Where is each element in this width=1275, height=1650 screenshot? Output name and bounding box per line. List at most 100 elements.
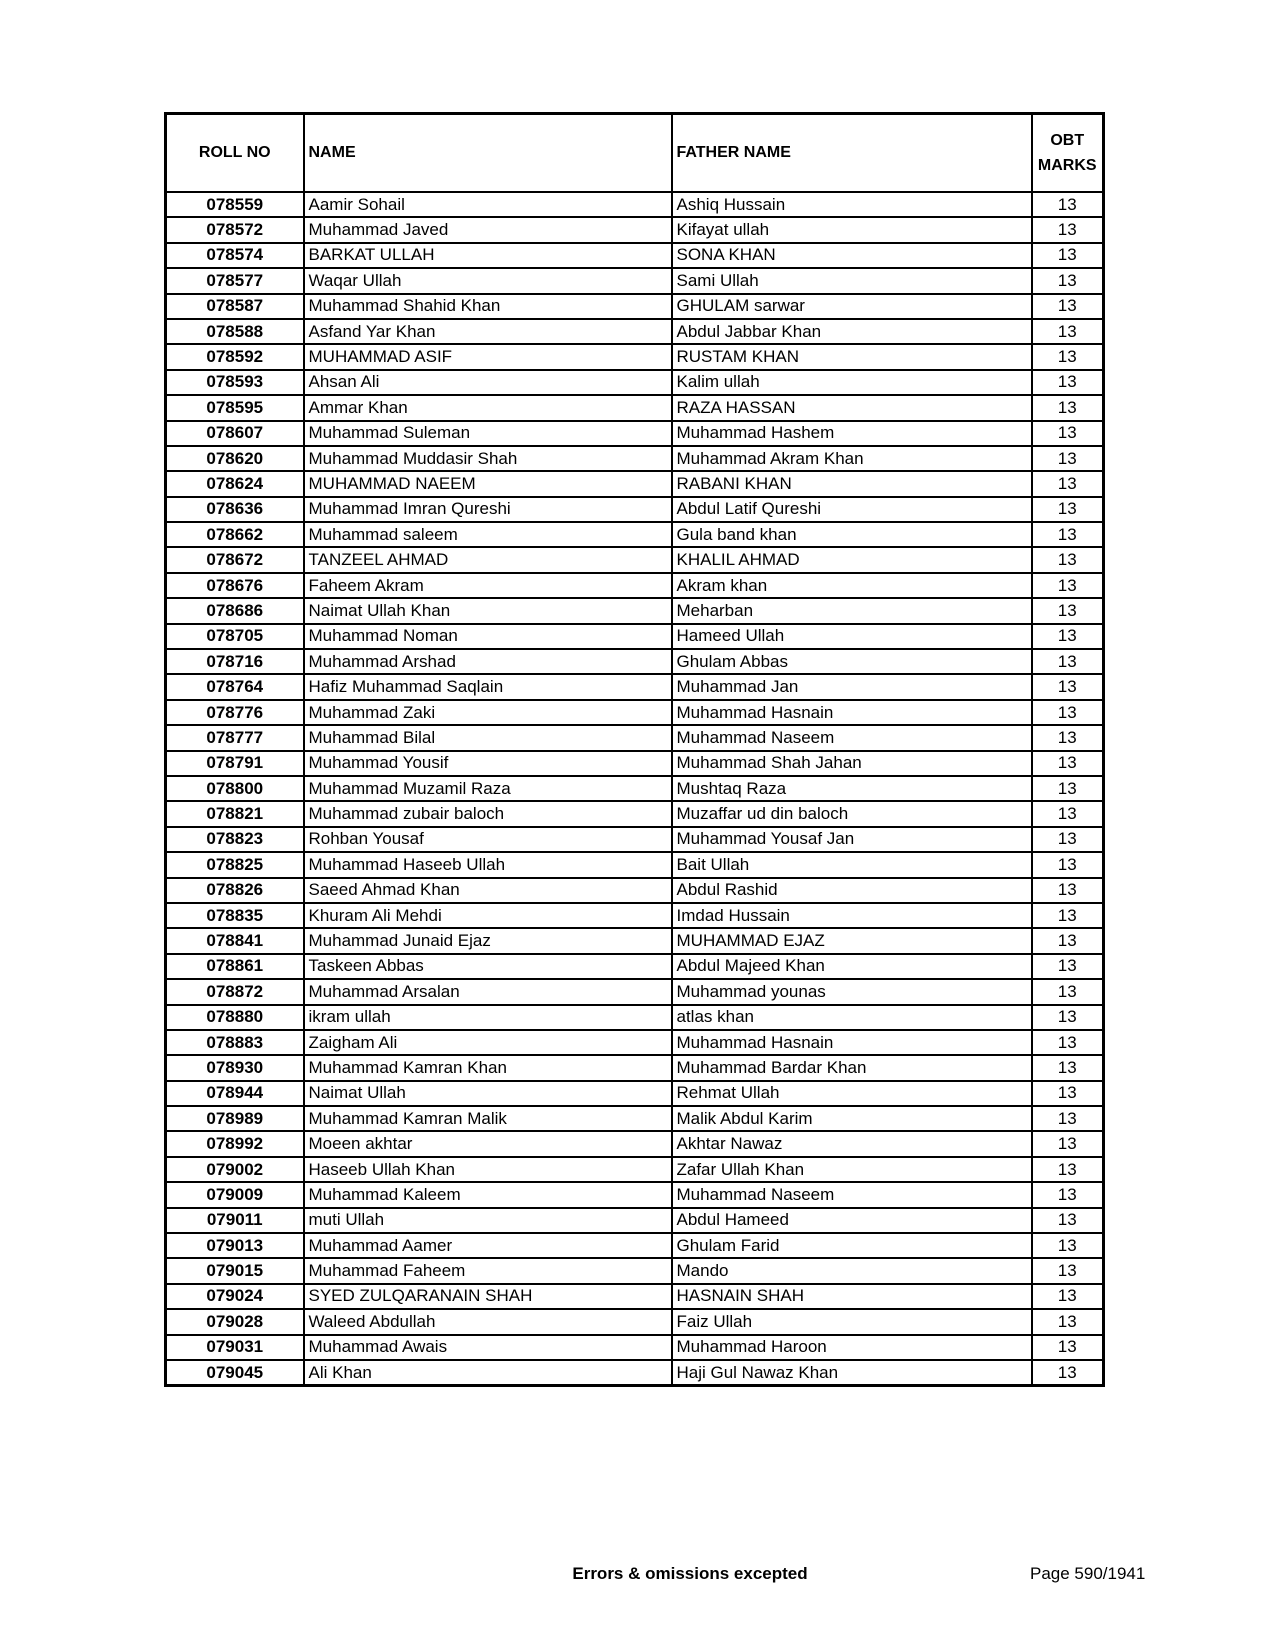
roll-no-cell: 079028 bbox=[164, 1308, 305, 1336]
table-row: 079011 muti Ullah Abdul Hameed 13 bbox=[164, 1206, 1105, 1235]
roll-no-cell: 078944 bbox=[164, 1079, 305, 1108]
roll-no-cell: 078593 bbox=[164, 368, 305, 397]
table-row: 078776 Muhammad Zaki Muhammad Hasnain 13 bbox=[164, 698, 1105, 727]
name-cell: Ammar Khan bbox=[302, 394, 673, 422]
name-cell: Saeed Ahmad Khan bbox=[302, 876, 673, 904]
marks-cell: 13 bbox=[1030, 876, 1105, 904]
name-cell: Naimat Ullah Khan bbox=[302, 597, 673, 625]
name-cell: Muhammad Muzamil Raza bbox=[302, 774, 673, 803]
name-cell: Haseeb Ullah Khan bbox=[302, 1155, 673, 1184]
father-name-cell: Muhammad Naseem bbox=[670, 1181, 1033, 1209]
name-cell: Asfand Yar Khan bbox=[302, 317, 673, 346]
table-row: 078944 Naimat Ullah Rehmat Ullah 13 bbox=[164, 1079, 1105, 1108]
father-name-cell: Faiz Ullah bbox=[670, 1308, 1033, 1336]
table-row: 078716 Muhammad Arshad Ghulam Abbas 13 bbox=[164, 648, 1105, 676]
marks-cell: 13 bbox=[1030, 394, 1105, 422]
father-name-cell: Rehmat Ullah bbox=[670, 1079, 1033, 1108]
roll-no-cell: 078595 bbox=[164, 394, 305, 422]
roll-no-cell: 078587 bbox=[164, 292, 305, 320]
table-row: 078930 Muhammad Kamran Khan Muhammad Barda… bbox=[164, 1054, 1105, 1082]
roll-no-cell: 078764 bbox=[164, 673, 305, 701]
marks-cell: 13 bbox=[1030, 673, 1105, 701]
father-name-cell: Muhammad Naseem bbox=[670, 724, 1033, 752]
table-row: 078826 Saeed Ahmad Khan Abdul Rashid 13 bbox=[164, 876, 1105, 904]
roll-no-cell: 078705 bbox=[164, 622, 305, 651]
header-father-name: FATHER NAME bbox=[670, 112, 1033, 193]
roll-no-cell: 079045 bbox=[164, 1358, 305, 1387]
roll-no-cell: 078989 bbox=[164, 1105, 305, 1133]
name-cell: Muhammad Yousif bbox=[302, 749, 673, 777]
father-name-cell: Mushtaq Raza bbox=[670, 774, 1033, 803]
name-cell: Muhammad Kaleem bbox=[302, 1181, 673, 1209]
roll-no-cell: 078841 bbox=[164, 927, 305, 955]
table-row: 078572 Muhammad Javed Kifayat ullah 13 bbox=[164, 216, 1105, 244]
roll-no-cell: 079031 bbox=[164, 1333, 305, 1361]
table-row: 078577 Waqar Ullah Sami Ullah 13 bbox=[164, 267, 1105, 295]
marks-cell: 13 bbox=[1030, 597, 1105, 625]
table-row: 079024 SYED ZULQARANAIN SHAH HASNAIN SHAH 1… bbox=[164, 1282, 1105, 1311]
header-obt-marks: OBT MARKS bbox=[1030, 112, 1105, 193]
marks-cell: 13 bbox=[1030, 978, 1105, 1006]
father-name-cell: Muhammad Hashem bbox=[670, 419, 1033, 447]
name-cell: Muhammad saleem bbox=[302, 521, 673, 549]
father-name-cell: Muhammad Yousaf Jan bbox=[670, 825, 1033, 854]
name-cell: Zaigham Ali bbox=[302, 1028, 673, 1057]
father-name-cell: Muhammad Haroon bbox=[670, 1333, 1033, 1361]
roll-no-cell: 078821 bbox=[164, 800, 305, 828]
marks-cell: 13 bbox=[1030, 1003, 1105, 1031]
father-name-cell: Bait Ullah bbox=[670, 851, 1033, 879]
name-cell: Naimat Ullah bbox=[302, 1079, 673, 1108]
table-row: 078835 Khuram Ali Mehdi Imdad Hussain 13 bbox=[164, 901, 1105, 930]
table-row: 078592 MUHAMMAD ASIF RUSTAM KHAN 13 bbox=[164, 343, 1105, 371]
roll-no-cell: 078883 bbox=[164, 1028, 305, 1057]
name-cell: Muhammad Arshad bbox=[302, 648, 673, 676]
name-cell: BARKAT ULLAH bbox=[302, 241, 673, 270]
table-body: 078559 Aamir Sohail Ashiq Hussain 13 078572 M… bbox=[164, 190, 1105, 1387]
marks-cell: 13 bbox=[1030, 216, 1105, 244]
father-name-cell: HASNAIN SHAH bbox=[670, 1282, 1033, 1311]
marks-cell: 13 bbox=[1030, 1257, 1105, 1285]
table-row: 078872 Muhammad Arsalan Muhammad younas 13 bbox=[164, 978, 1105, 1006]
father-name-cell: Muhammad Hasnain bbox=[670, 698, 1033, 727]
table-row: 078624 MUHAMMAD NAEEM RABANI KHAN 13 bbox=[164, 470, 1105, 498]
table-row: 078800 Muhammad Muzamil Raza Mushtaq Raza 1… bbox=[164, 774, 1105, 803]
marks-cell: 13 bbox=[1030, 1206, 1105, 1235]
table-row: 078883 Zaigham Ali Muhammad Hasnain 13 bbox=[164, 1028, 1105, 1057]
name-cell: Aamir Sohail bbox=[302, 190, 673, 219]
marks-cell: 13 bbox=[1030, 1308, 1105, 1336]
father-name-cell: Ashiq Hussain bbox=[670, 190, 1033, 219]
table-row: 079028 Waleed Abdullah Faiz Ullah 13 bbox=[164, 1308, 1105, 1336]
roll-no-cell: 078880 bbox=[164, 1003, 305, 1031]
table-row: 079045 Ali Khan Haji Gul Nawaz Khan 13 bbox=[164, 1358, 1105, 1387]
roll-no-cell: 078791 bbox=[164, 749, 305, 777]
marks-cell: 13 bbox=[1030, 800, 1105, 828]
father-name-cell: Abdul Jabbar Khan bbox=[670, 317, 1033, 346]
table-row: 079013 Muhammad Aamer Ghulam Farid 13 bbox=[164, 1232, 1105, 1260]
marks-cell: 13 bbox=[1030, 1130, 1105, 1158]
roll-no-cell: 078872 bbox=[164, 978, 305, 1006]
marks-cell: 13 bbox=[1030, 571, 1105, 600]
table-row: 078636 Muhammad Imran Qureshi Abdul Latif … bbox=[164, 495, 1105, 524]
roll-no-cell: 079015 bbox=[164, 1257, 305, 1285]
roll-no-cell: 078776 bbox=[164, 698, 305, 727]
marks-cell: 13 bbox=[1030, 1155, 1105, 1184]
table-row: 078777 Muhammad Bilal Muhammad Naseem 13 bbox=[164, 724, 1105, 752]
table-row: 078676 Faheem Akram Akram khan 13 bbox=[164, 571, 1105, 600]
marks-cell: 13 bbox=[1030, 444, 1105, 473]
roll-no-cell: 078930 bbox=[164, 1054, 305, 1082]
marks-cell: 13 bbox=[1030, 774, 1105, 803]
father-name-cell: Akram khan bbox=[670, 571, 1033, 600]
marks-cell: 13 bbox=[1030, 1232, 1105, 1260]
father-name-cell: KHALIL AHMAD bbox=[670, 546, 1033, 574]
marks-cell: 13 bbox=[1030, 241, 1105, 270]
roll-no-cell: 079002 bbox=[164, 1155, 305, 1184]
roll-no-cell: 078588 bbox=[164, 317, 305, 346]
father-name-cell: Akhtar Nawaz bbox=[670, 1130, 1033, 1158]
roll-no-cell: 078607 bbox=[164, 419, 305, 447]
name-cell: Ahsan Ali bbox=[302, 368, 673, 397]
marks-cell: 13 bbox=[1030, 1333, 1105, 1361]
marks-cell: 13 bbox=[1030, 470, 1105, 498]
name-cell: ikram ullah bbox=[302, 1003, 673, 1031]
father-name-cell: GHULAM sarwar bbox=[670, 292, 1033, 320]
marks-cell: 13 bbox=[1030, 825, 1105, 854]
